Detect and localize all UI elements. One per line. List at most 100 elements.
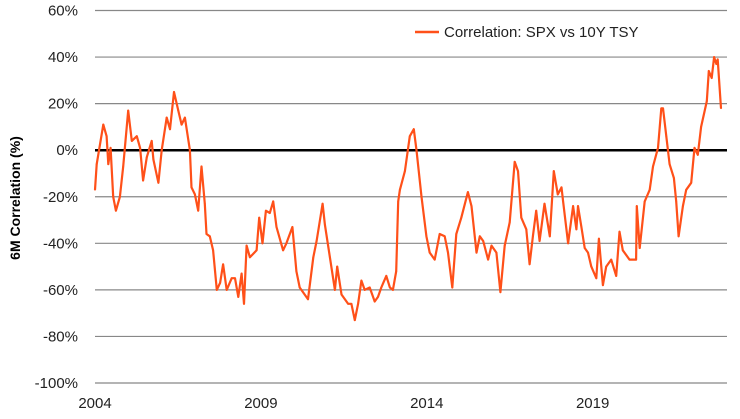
data-point: [240, 272, 243, 275]
data-point: [145, 156, 148, 159]
data-point: [668, 163, 671, 166]
y-axis-label: 6M Correlation (%): [7, 136, 23, 260]
gridlines: [95, 9, 727, 384]
series-group: [93, 56, 723, 322]
data-point: [562, 200, 565, 203]
data-point: [710, 77, 713, 79]
data-point: [705, 100, 708, 103]
data-point: [548, 235, 551, 238]
data-point: [693, 146, 696, 149]
data-point: [713, 56, 715, 58]
data-point: [535, 209, 538, 212]
series-line: [93, 56, 723, 322]
data-point: [258, 216, 261, 219]
data-point: [628, 258, 631, 261]
data-point: [368, 286, 371, 289]
data-point: [696, 153, 699, 156]
data-point: [662, 107, 664, 110]
data-point: [495, 251, 498, 254]
data-point: [130, 139, 133, 142]
data-point: [261, 242, 264, 245]
data-point: [397, 200, 400, 203]
data-point: [425, 235, 428, 238]
data-point: [490, 244, 493, 247]
data-point: [102, 123, 105, 126]
data-point: [268, 212, 271, 214]
data-point: [583, 247, 586, 249]
data-point: [538, 240, 541, 242]
data-point: [193, 193, 196, 196]
data-point: [428, 251, 431, 254]
data-point: [380, 286, 383, 289]
data-point: [255, 249, 258, 252]
data-point: [188, 149, 191, 152]
data-point: [675, 200, 678, 203]
data-point: [353, 319, 356, 322]
data-point: [681, 205, 684, 207]
data-point: [716, 58, 719, 61]
data-point: [264, 209, 267, 212]
data-point: [328, 256, 331, 259]
data-point: [482, 240, 485, 242]
x-tick-label: 2004: [78, 395, 111, 412]
data-point: [173, 91, 175, 93]
data-point: [160, 149, 163, 152]
data-point: [225, 288, 228, 291]
data-point: [503, 244, 506, 247]
data-point: [249, 256, 251, 259]
data-point: [475, 251, 478, 254]
data-point: [200, 165, 203, 168]
data-point: [112, 195, 115, 198]
data-point: [460, 216, 463, 219]
data-point: [438, 233, 441, 235]
data-point: [243, 302, 245, 305]
data-point: [109, 146, 112, 149]
data-point: [295, 270, 298, 273]
data-point: [433, 258, 436, 261]
data-point: [447, 251, 449, 254]
data-point: [610, 258, 613, 261]
data-point: [135, 135, 138, 138]
data-point: [115, 209, 117, 212]
data-point: [291, 226, 294, 228]
data-point: [543, 202, 546, 205]
data-point: [392, 288, 394, 291]
data-point: [720, 107, 722, 110]
data-point: [282, 249, 285, 252]
data-point: [567, 242, 569, 245]
y-axis-tick-labels: 60% 40% 20% 0% -20% -40% -60% -80% -100%: [35, 3, 78, 393]
data-point: [357, 302, 359, 305]
data-point: [190, 186, 193, 189]
data-point: [222, 263, 224, 266]
data-point: [528, 263, 531, 266]
data-point: [307, 298, 309, 301]
data-point: [415, 149, 418, 152]
data-point: [520, 216, 523, 219]
data-point: [577, 205, 579, 207]
data-point: [350, 302, 353, 305]
data-point: [560, 186, 563, 189]
data-point: [648, 188, 651, 191]
data-point: [552, 170, 555, 173]
y-tick-label: 40%: [48, 49, 78, 66]
data-point: [377, 295, 379, 298]
data-point: [321, 202, 324, 205]
data-point: [443, 235, 446, 238]
data-point: [312, 256, 315, 259]
data-point: [487, 258, 490, 261]
y-tick-label: 0%: [56, 142, 78, 159]
data-point: [142, 179, 145, 182]
data-point: [152, 158, 155, 161]
data-point: [340, 293, 343, 296]
data-point: [237, 295, 240, 298]
data-point: [685, 188, 688, 191]
data-point: [215, 288, 218, 291]
data-point: [275, 226, 278, 228]
data-point: [660, 107, 663, 110]
data-point: [595, 277, 598, 280]
data-point: [245, 244, 248, 247]
x-tick-label: 2019: [576, 395, 609, 412]
data-point: [205, 233, 208, 235]
data-point: [621, 249, 624, 252]
